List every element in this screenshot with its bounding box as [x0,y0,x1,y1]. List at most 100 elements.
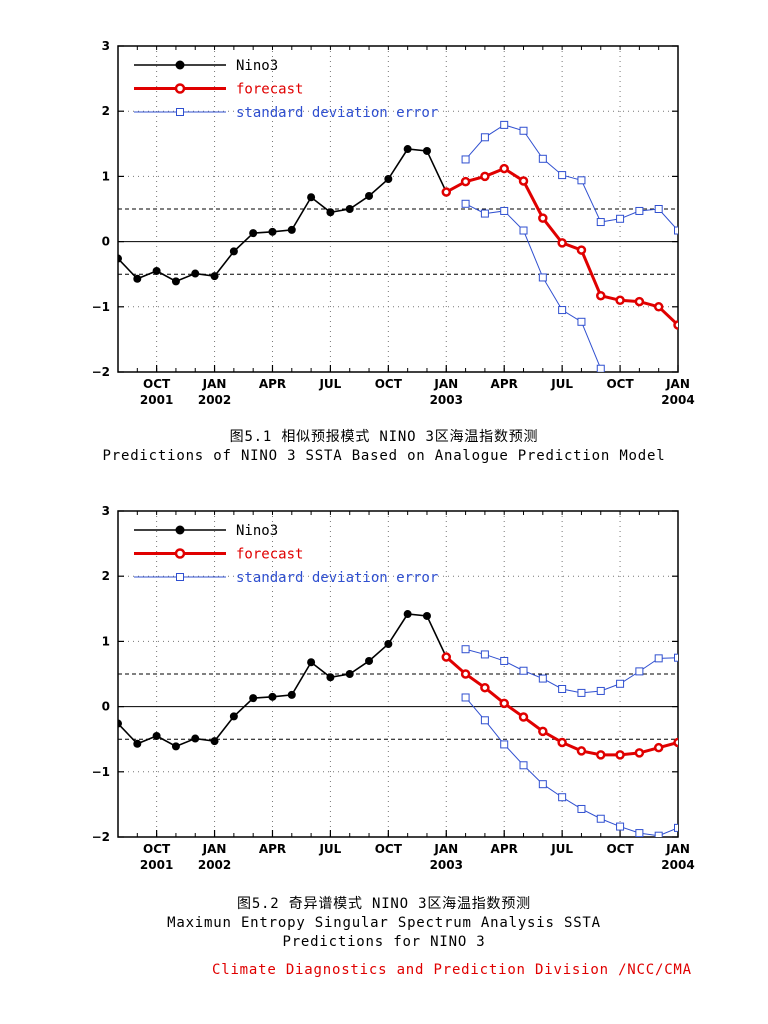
data-point [519,126,528,135]
data-point [576,245,587,255]
y-tick-label: 3 [102,39,110,53]
legend-marker [175,525,185,535]
data-point [500,740,509,749]
data-point [480,133,489,142]
data-point [500,120,509,129]
data-point [403,610,412,619]
data-point [326,673,335,682]
data-point [616,822,625,831]
x-tick-label: JAN [202,842,227,856]
data-point [538,674,547,683]
y-tick-label: 0 [102,700,110,714]
data-point [616,679,625,688]
x-tick-label: OCT [375,842,403,856]
data-point [461,693,470,702]
data-point [480,716,489,725]
data-point [133,274,142,283]
data-point [673,320,678,330]
y-tick-label: 3 [102,504,110,518]
legend-marker [176,108,184,116]
data-point [499,698,509,709]
data-point [422,146,431,155]
data-point [461,155,470,164]
x-tick-label: APR [491,842,518,856]
y-tick-label: 1 [102,634,110,648]
x-tick-year: 2001 [140,858,173,872]
series-line-standard-deviation-error [465,697,678,837]
data-point [519,666,528,675]
data-point [268,692,277,701]
series-group [118,610,678,837]
data-point [577,688,586,697]
series-line-standard-deviation-error [465,124,678,231]
series-line-standard-deviation-error [465,648,678,694]
legend-marker [174,83,186,94]
x-tick-label: JUL [550,842,573,856]
x-tick-label: JAN [433,842,458,856]
footer-credit: Climate Diagnostics and Prediction Divis… [212,962,692,978]
data-point [307,658,316,667]
data-point [538,213,548,223]
data-point [654,654,663,663]
legend-label: Nino3 [236,58,278,74]
x-tick-year: 2002 [198,858,231,872]
x-tick-year: 2002 [198,393,231,407]
data-point [403,145,412,154]
data-point [152,731,161,740]
x-tick-label: OCT [606,842,634,856]
legend: Nino3 forecast standard deviation error [134,58,438,121]
legend: Nino3 forecast standard deviation error [134,523,438,586]
data-point [500,206,509,215]
data-point [674,226,678,235]
y-tick-label: −2 [92,365,110,379]
data-point [365,656,374,665]
data-point [653,742,664,753]
data-point [577,176,586,185]
data-point [384,640,393,649]
data-point [422,611,431,620]
plot-frame [117,510,679,838]
data-point [460,176,471,187]
y-tick-label: 1 [102,169,110,183]
data-point [118,719,122,728]
data-point [616,214,625,223]
data-point [480,682,490,693]
chart-2: 3 2 1 0 −1 −2 OCT 2001 JAN 2002 APR JUL OCT JAN 2003 AP… [92,504,695,872]
legend-label: forecast [236,82,303,98]
x-tick-year: 2001 [140,393,173,407]
data-point [171,742,180,751]
data-point [480,650,489,659]
x-tick-label: APR [491,377,518,391]
series-line-standard-deviation-error [465,203,602,369]
data-point [634,296,645,307]
data-point [307,193,316,202]
y-tick-label: 2 [102,569,110,583]
x-tick-label: JAN [433,377,458,391]
legend-label: forecast [236,547,303,563]
data-point [249,694,258,703]
data-point [538,780,547,789]
y-tick-label: 2 [102,104,110,118]
data-point [615,295,625,306]
y-tick-label: −2 [92,830,110,844]
data-point [441,187,452,197]
data-point [480,209,489,218]
data-point [460,669,471,679]
data-point [557,737,567,748]
data-point [249,229,258,238]
x-tick-label: OCT [143,842,171,856]
data-point [326,208,335,217]
chart-1: 3 2 1 0 −1 −2 OCT 2001 JAN 2002 APR JUL OCT JAN 2003 AP… [92,39,695,407]
data-point [558,171,567,180]
data-point [634,748,645,758]
x-tick-label: APR [259,377,286,391]
data-point [229,712,238,721]
x-tick-year: 2004 [661,393,694,407]
data-point [538,273,547,282]
data-point [519,761,528,770]
data-point [345,205,354,213]
x-tick-year: 2004 [661,858,694,872]
chart-2-caption-en2: Predictions for NINO 3 [282,934,486,950]
data-point [499,163,509,174]
data-point [441,652,452,662]
